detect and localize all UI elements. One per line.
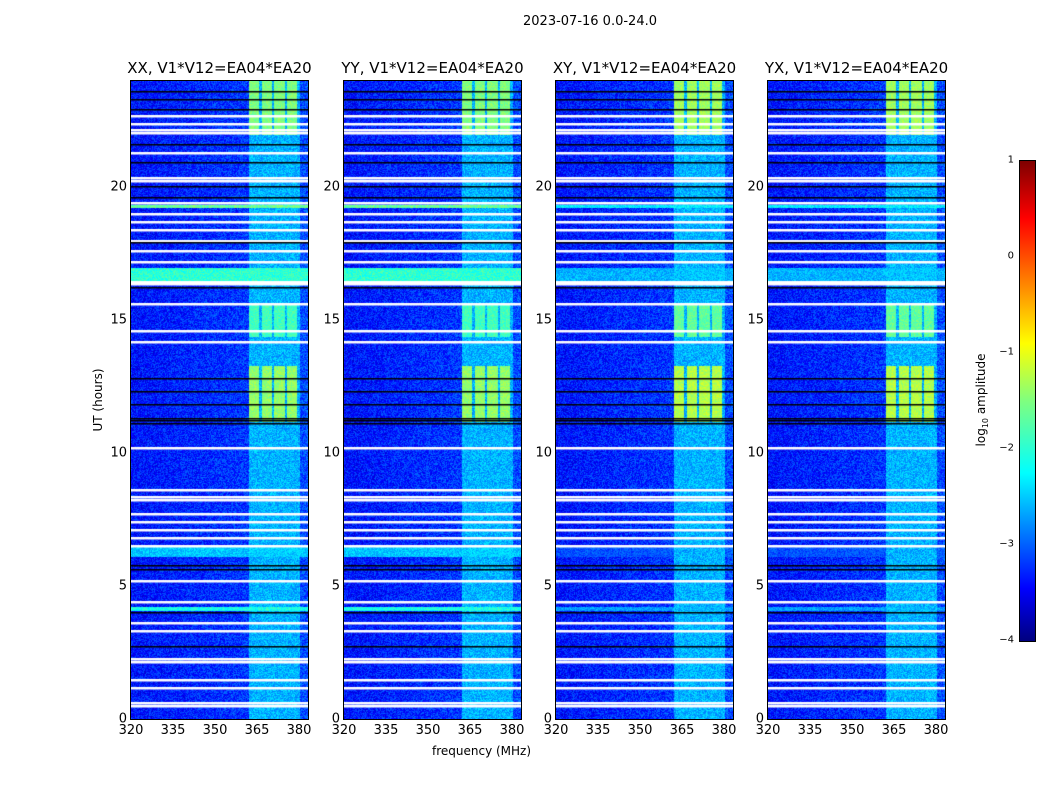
- y-tick-label: 5: [755, 578, 764, 594]
- y-tick-label: 0: [755, 711, 764, 727]
- y-tick-label: 20: [747, 179, 764, 195]
- x-tick-label: 335: [160, 723, 186, 738]
- colorbar-tick-label: −3: [999, 538, 1014, 550]
- x-axis-label: frequency (MHz): [432, 744, 532, 758]
- x-tick-label: 350: [839, 723, 865, 738]
- spectrogram-panel: [767, 80, 946, 720]
- x-tick-label: 350: [627, 723, 653, 738]
- x-tick-label: 350: [202, 723, 228, 738]
- colorbar-tick-label: 1: [1007, 154, 1014, 166]
- x-tick-label: 320: [118, 723, 144, 738]
- y-tick-label: 10: [747, 445, 764, 461]
- spectrogram-image: [131, 81, 308, 719]
- y-tick-label: 0: [331, 711, 340, 727]
- y-axis-label: UT (hours): [91, 368, 105, 432]
- x-tick-label: 380: [711, 723, 737, 738]
- x-tick-label: 335: [585, 723, 611, 738]
- x-tick-label: 365: [457, 723, 483, 738]
- y-tick-label: 15: [535, 312, 552, 328]
- y-tick-label: 20: [323, 179, 340, 195]
- y-tick-label: 15: [323, 312, 340, 328]
- spectrogram-image: [556, 81, 733, 719]
- x-tick-label: 320: [543, 723, 569, 738]
- panel-title: YY, V1*V12=EA04*EA20: [341, 59, 524, 77]
- x-tick-label: 335: [797, 723, 823, 738]
- x-tick-label: 380: [923, 723, 949, 738]
- colorbar-tick-label: −1: [999, 346, 1014, 358]
- y-tick-label: 10: [535, 445, 552, 461]
- y-tick-label: 10: [110, 445, 127, 461]
- figure-title: 2023-07-16 0.0-24.0: [523, 14, 657, 29]
- spectrogram-image: [344, 81, 521, 719]
- x-tick-label: 350: [415, 723, 441, 738]
- y-tick-label: 0: [118, 711, 127, 727]
- y-tick-label: 20: [110, 179, 127, 195]
- x-tick-label: 335: [373, 723, 399, 738]
- y-tick-label: 15: [110, 312, 127, 328]
- colorbar-tick-label: 0: [1007, 250, 1014, 262]
- spectrogram-panel: [343, 80, 522, 720]
- colorbar-tick-label: −4: [999, 634, 1014, 646]
- y-tick-label: 10: [323, 445, 340, 461]
- colorbar-label: log10 amplitude: [973, 353, 991, 447]
- colorbar-tick-label: −2: [999, 442, 1014, 454]
- y-tick-label: 15: [747, 312, 764, 328]
- x-tick-label: 380: [499, 723, 525, 738]
- panel-title: XX, V1*V12=EA04*EA20: [127, 59, 312, 77]
- x-tick-label: 320: [755, 723, 781, 738]
- x-tick-label: 365: [669, 723, 695, 738]
- panel-title: XY, V1*V12=EA04*EA20: [552, 59, 737, 77]
- x-tick-label: 380: [286, 723, 312, 738]
- y-tick-label: 0: [543, 711, 552, 727]
- x-tick-label: 365: [244, 723, 270, 738]
- y-tick-label: 20: [535, 179, 552, 195]
- panel-title: YX, V1*V12=EA04*EA20: [764, 59, 949, 77]
- colorbar: [1019, 160, 1036, 642]
- spectrogram-panel: [555, 80, 734, 720]
- x-tick-label: 320: [331, 723, 357, 738]
- y-tick-label: 5: [118, 578, 127, 594]
- y-tick-label: 5: [331, 578, 340, 594]
- spectrogram-panel: [130, 80, 309, 720]
- y-tick-label: 5: [543, 578, 552, 594]
- x-tick-label: 365: [881, 723, 907, 738]
- spectrogram-image: [768, 81, 945, 719]
